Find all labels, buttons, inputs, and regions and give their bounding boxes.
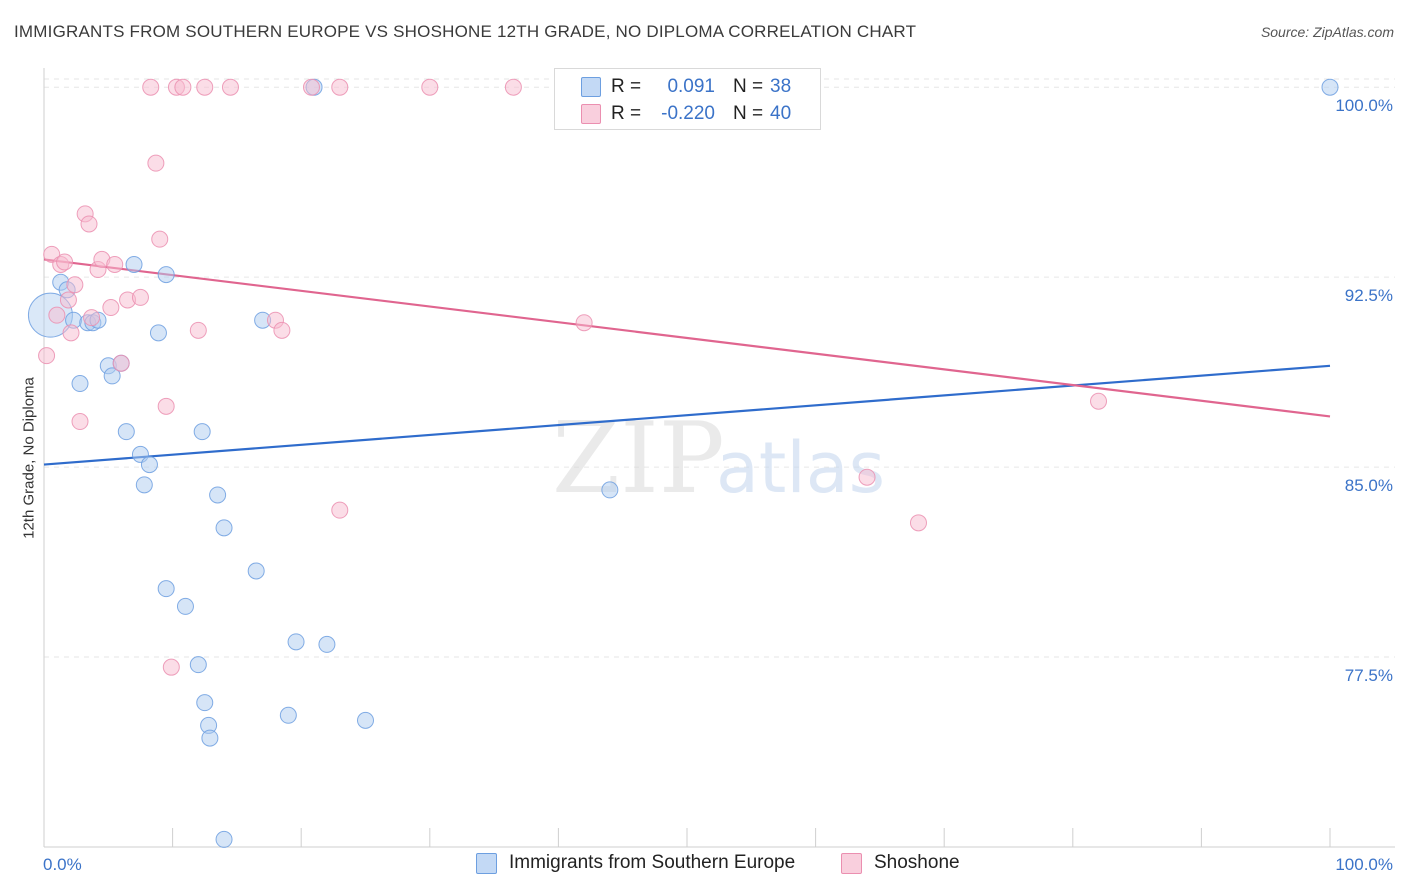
point-shoshone (858, 468, 876, 486)
point-shoshone (196, 78, 214, 96)
point-southern-europe (189, 656, 207, 674)
r-value: 0.091 (667, 76, 715, 97)
point-shoshone (38, 347, 56, 365)
stats-row-shoshone: R = -0.220 N = 40 (555, 101, 820, 127)
watermark: ZIP atlas (552, 402, 885, 516)
point-southern-europe (1321, 78, 1339, 96)
point-shoshone (147, 154, 165, 172)
point-southern-europe (157, 266, 175, 284)
r-label: R = (611, 103, 642, 124)
point-southern-europe (176, 597, 194, 615)
legend-label: Shoshone (874, 852, 960, 873)
chart-legend: Immigrants from Southern Europe Shoshone (0, 852, 1406, 878)
y-axis-label: 12th Grade, No Diploma (20, 377, 38, 539)
point-southern-europe (125, 255, 143, 273)
point-shoshone (66, 276, 84, 294)
source-label: Source: ZipAtlas.com (1260, 24, 1394, 40)
point-shoshone (189, 321, 207, 339)
watermark-zip: ZIP (552, 402, 725, 516)
r-value: -0.220 (661, 103, 715, 124)
y-tick-label: 77.5% (1345, 666, 1393, 685)
r-label: R = (611, 76, 642, 97)
point-southern-europe (71, 375, 89, 393)
point-shoshone (56, 253, 74, 271)
point-shoshone (131, 288, 149, 306)
n-label: N = (733, 103, 764, 124)
point-southern-europe (157, 580, 175, 598)
y-tick-label: 92.5% (1345, 286, 1393, 305)
point-shoshone (106, 255, 124, 273)
point-southern-europe (247, 562, 265, 580)
point-southern-europe (215, 830, 233, 848)
point-southern-europe (103, 367, 121, 385)
stats-row-southern-europe: R = 0.091 N = 38 (555, 74, 820, 100)
pink-swatch (581, 104, 601, 124)
chart-title: IMMIGRANTS FROM SOUTHERN EUROPE VS SHOSH… (14, 22, 917, 41)
point-shoshone (80, 215, 98, 233)
point-shoshone (102, 299, 120, 317)
point-southern-europe (201, 729, 219, 747)
point-southern-europe (209, 486, 227, 504)
n-label: N = (733, 76, 764, 97)
point-shoshone (331, 501, 349, 519)
point-shoshone (48, 306, 66, 324)
n-value: 38 (770, 76, 792, 97)
point-shoshone (302, 78, 320, 96)
point-shoshone (221, 78, 239, 96)
grid-lines (44, 78, 1395, 658)
point-southern-europe (357, 711, 374, 729)
point-shoshone (62, 324, 80, 342)
point-shoshone (162, 658, 180, 676)
point-southern-europe (601, 481, 619, 499)
legend-blue-swatch (476, 853, 497, 874)
point-southern-europe (193, 423, 211, 441)
x-tick-label: 100.0% (1335, 855, 1393, 874)
point-southern-europe (140, 456, 158, 474)
axes (43, 68, 1395, 848)
point-shoshone (504, 78, 522, 96)
watermark-atlas: atlas (716, 427, 885, 509)
point-shoshone (331, 78, 349, 96)
point-shoshone (421, 78, 439, 96)
n-value: 40 (770, 103, 792, 124)
blue-swatch (581, 77, 601, 97)
correlation-stats-box: R = 0.091 N = 38 R = -0.220 N = 40 (554, 68, 821, 130)
point-shoshone (83, 309, 101, 327)
point-southern-europe (149, 324, 167, 342)
x-tick-labels: 0.0% 100.0% (43, 855, 1393, 874)
point-shoshone (142, 78, 160, 96)
point-shoshone (151, 230, 169, 248)
point-shoshone (575, 314, 593, 332)
trend-line-shoshone (43, 258, 1331, 418)
point-shoshone (59, 291, 77, 309)
point-southern-europe (279, 706, 297, 724)
y-tick-labels: 100.0% 92.5% 85.0% 77.5% (1335, 96, 1393, 685)
point-shoshone (71, 413, 89, 431)
trend-lines (43, 258, 1331, 466)
point-southern-europe (117, 423, 135, 441)
x-tick-label: 0.0% (43, 855, 82, 874)
point-shoshone (174, 78, 192, 96)
point-southern-europe (196, 694, 214, 712)
point-shoshone (273, 321, 291, 339)
y-tick-label: 100.0% (1335, 96, 1393, 115)
data-points (27, 78, 1339, 848)
point-southern-europe (287, 633, 305, 651)
point-shoshone (157, 397, 175, 415)
point-shoshone (112, 354, 130, 372)
point-southern-europe (318, 635, 336, 653)
legend-pink-swatch (841, 853, 862, 874)
point-southern-europe (215, 519, 233, 537)
point-shoshone (909, 514, 927, 532)
y-tick-label: 85.0% (1345, 476, 1393, 495)
legend-label: Immigrants from Southern Europe (509, 852, 796, 873)
point-shoshone (1090, 392, 1108, 410)
point-southern-europe (135, 476, 153, 494)
trend-line-southern-europe (43, 364, 1331, 466)
